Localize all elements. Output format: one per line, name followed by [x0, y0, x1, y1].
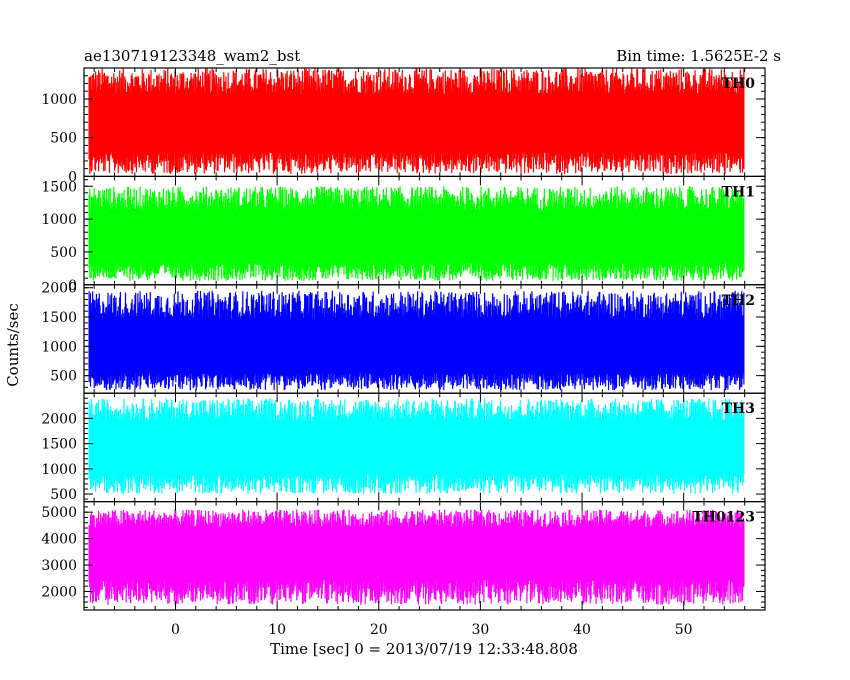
series-th0 [88, 68, 745, 175]
y-tick-label: 0 [68, 169, 77, 185]
y-axis-label: Counts/sec [4, 303, 22, 387]
y-tick-label: 0 [68, 278, 77, 294]
x-tick-label: 20 [370, 622, 388, 638]
panel-label-th1: TH1 [722, 184, 755, 200]
panel-label-th0: TH0 [722, 76, 756, 92]
y-tick-label: 3000 [41, 558, 77, 574]
y-tick-label: 500 [50, 369, 77, 385]
y-tick-label: 2000 [41, 281, 77, 297]
panel-label-th3: TH3 [722, 401, 755, 417]
y-tick-label: 2000 [41, 584, 77, 600]
x-tick-label: 10 [268, 622, 286, 638]
chart-title: ae130719123348_wam2_bst [84, 47, 300, 65]
x-tick-label: 30 [471, 622, 489, 638]
series-th2 [88, 290, 745, 391]
y-tick-label: 1000 [41, 92, 77, 108]
x-axis-label: Time [sec] 0 = 2013/07/19 12:33:48.808 [270, 640, 578, 658]
y-tick-label: 1500 [41, 437, 77, 453]
y-tick-label: 500 [50, 131, 77, 147]
panel-label-th0123: TH0123 [692, 510, 755, 526]
panel-frame-th0123 [83, 501, 766, 611]
y-tick-label: 500 [50, 487, 77, 503]
x-tick-label: 0 [171, 622, 180, 638]
y-tick-label: 4000 [41, 532, 77, 548]
y-tick-label: 500 [50, 245, 77, 261]
panel-label-th2: TH2 [722, 293, 755, 309]
y-tick-label: 5000 [41, 505, 77, 521]
x-tick-label: 50 [675, 622, 693, 638]
series-th0123 [88, 509, 745, 605]
y-tick-label: 1000 [41, 212, 77, 228]
bin-time-label: Bin time: 1.5625E-2 s [616, 47, 781, 65]
series-th1 [88, 186, 745, 281]
y-tick-label: 1500 [41, 310, 77, 326]
y-tick-label: 1500 [41, 179, 77, 195]
x-tick-label: 40 [573, 622, 591, 638]
y-tick-label: 2000 [41, 411, 77, 427]
y-tick-label: 1000 [41, 339, 77, 355]
series-th3 [88, 398, 745, 495]
y-tick-label: 1000 [41, 462, 77, 478]
